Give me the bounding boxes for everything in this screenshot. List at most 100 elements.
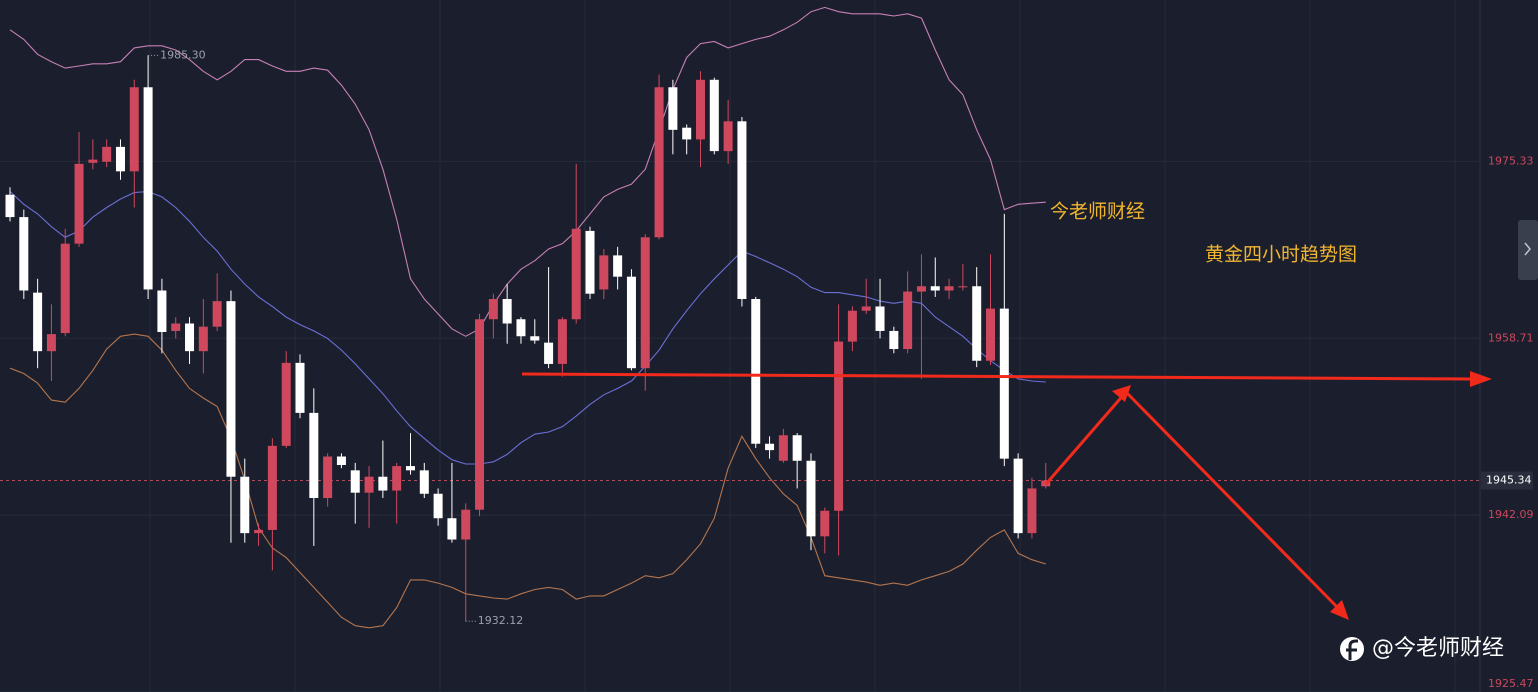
candle-body [958,286,968,288]
candle-body [157,290,167,333]
candle-body [433,493,443,519]
candle-body [944,286,954,291]
candle-body [281,362,291,446]
candle-body [930,286,940,291]
candle-body [861,306,871,311]
candle-body [557,319,567,364]
watermark-text: @今老师财经 [1372,636,1504,661]
high-label: 1985.30 [160,48,206,61]
candle-body [986,308,996,361]
candle-body [668,87,678,130]
candle-body [544,342,554,364]
candle-body [571,228,581,320]
resistance-line [521,372,1475,381]
candle-body [999,308,1009,459]
arrow-head [1112,385,1131,402]
candle-body [378,476,388,491]
candle-body [102,146,112,162]
candle-body [364,476,374,493]
candle-body [516,319,526,337]
candle-body [88,159,98,163]
side-toggle[interactable] [1518,220,1538,280]
candle-body [530,336,540,341]
y-tick-label: 1942.09 [1488,508,1534,521]
candle-body [60,243,70,334]
chevron [1524,242,1531,256]
candle-body [405,466,415,471]
candle-body [475,319,485,510]
arrow-head [1330,600,1349,620]
candle-body [46,334,56,352]
band-line [9,6,1046,337]
candle-body [171,323,181,331]
candle-body [737,121,747,300]
candle-body [834,341,844,511]
candle-body [240,476,250,534]
candle-body [709,79,719,152]
candle-body [696,79,705,140]
candle-body [502,299,512,324]
candle-body [889,330,899,350]
candle-body [254,529,264,534]
candle-body [185,323,195,352]
candle-body [419,470,429,494]
y-tick-label: 1958.71 [1488,331,1534,344]
candle-body [461,509,471,540]
labels-layer: 1975.33 1958.71 1942.09 1925.47 1945.34 1985.… [148,48,1534,690]
candle-body [74,163,84,244]
last-price-label: 1945.34 [1486,474,1532,487]
candle-body [267,445,277,530]
candle-body [806,460,816,537]
candle-body [1013,458,1023,534]
candle-body [33,292,43,352]
candle-body [1027,488,1037,534]
candle-body [972,286,982,361]
candle-body [447,518,457,540]
last-price-tag [1481,471,1533,490]
candle-body [903,291,913,350]
annotation: 黄金四小时趋势图 [1205,244,1357,266]
candle-body [295,362,305,413]
candle-body [212,301,222,327]
vertical-grid [149,0,1456,692]
candle-body [5,194,15,218]
arrow-head [1470,371,1492,387]
candle-body [143,87,153,290]
logo-glyph [1346,639,1358,660]
band-line [9,190,1046,465]
candle-body [820,510,830,537]
candle-body [654,87,664,238]
candle-body [765,443,775,451]
candle-body [198,326,208,352]
candle-body [916,286,926,292]
candle-body [792,435,802,461]
candle-body [613,255,623,277]
candle-body [19,217,29,291]
trend-arrows [521,371,1492,620]
candle-body [226,301,236,477]
y-tick-label: 1925.47 [1488,677,1534,690]
candle-body [875,306,885,331]
candle-body [336,456,346,466]
candle-body [309,412,319,499]
low-label: 1932.12 [478,614,523,627]
watermark: @今老师财经 [1340,636,1504,661]
candle-body [392,466,402,491]
candle-body [640,237,650,369]
y-tick-label: 1975.33 [1488,154,1534,167]
candle-body [488,299,498,320]
candle-body [778,435,788,461]
bands-layer [9,6,1046,629]
candle-body [599,255,609,290]
candle-body [847,310,857,342]
candles-layer [5,55,1051,622]
collapse-button[interactable] [1518,220,1538,280]
candle-body [115,146,125,172]
candle-body [323,456,333,499]
candle-body [723,121,733,152]
candle-body [585,230,595,294]
candle-body [682,127,692,140]
